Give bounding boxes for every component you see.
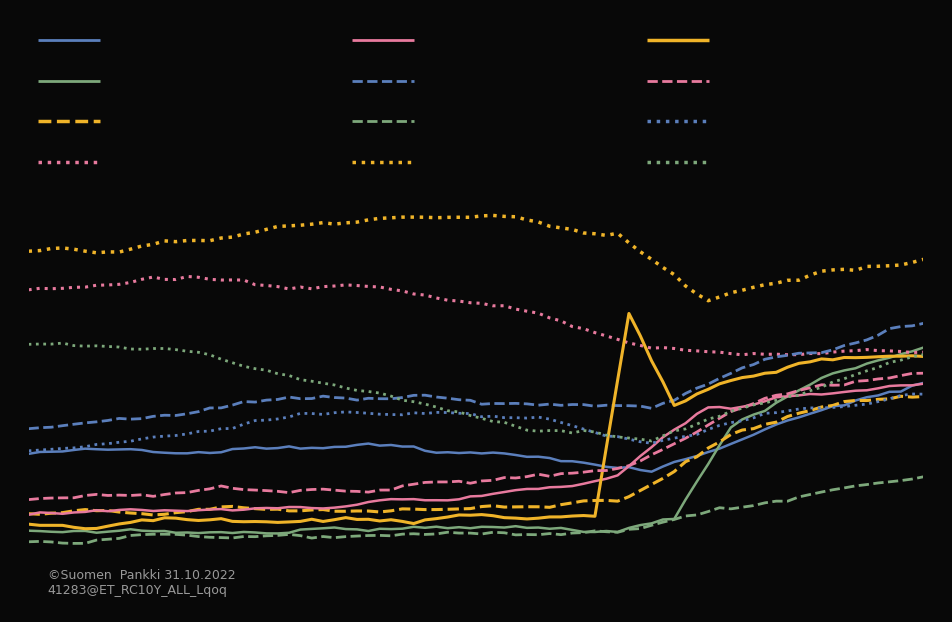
Text: ©Suomen  Pankki 31.10.2022
41283@ET_RC10Y_ALL_Lqoq: ©Suomen Pankki 31.10.2022 41283@ET_RC10Y… <box>48 569 235 597</box>
